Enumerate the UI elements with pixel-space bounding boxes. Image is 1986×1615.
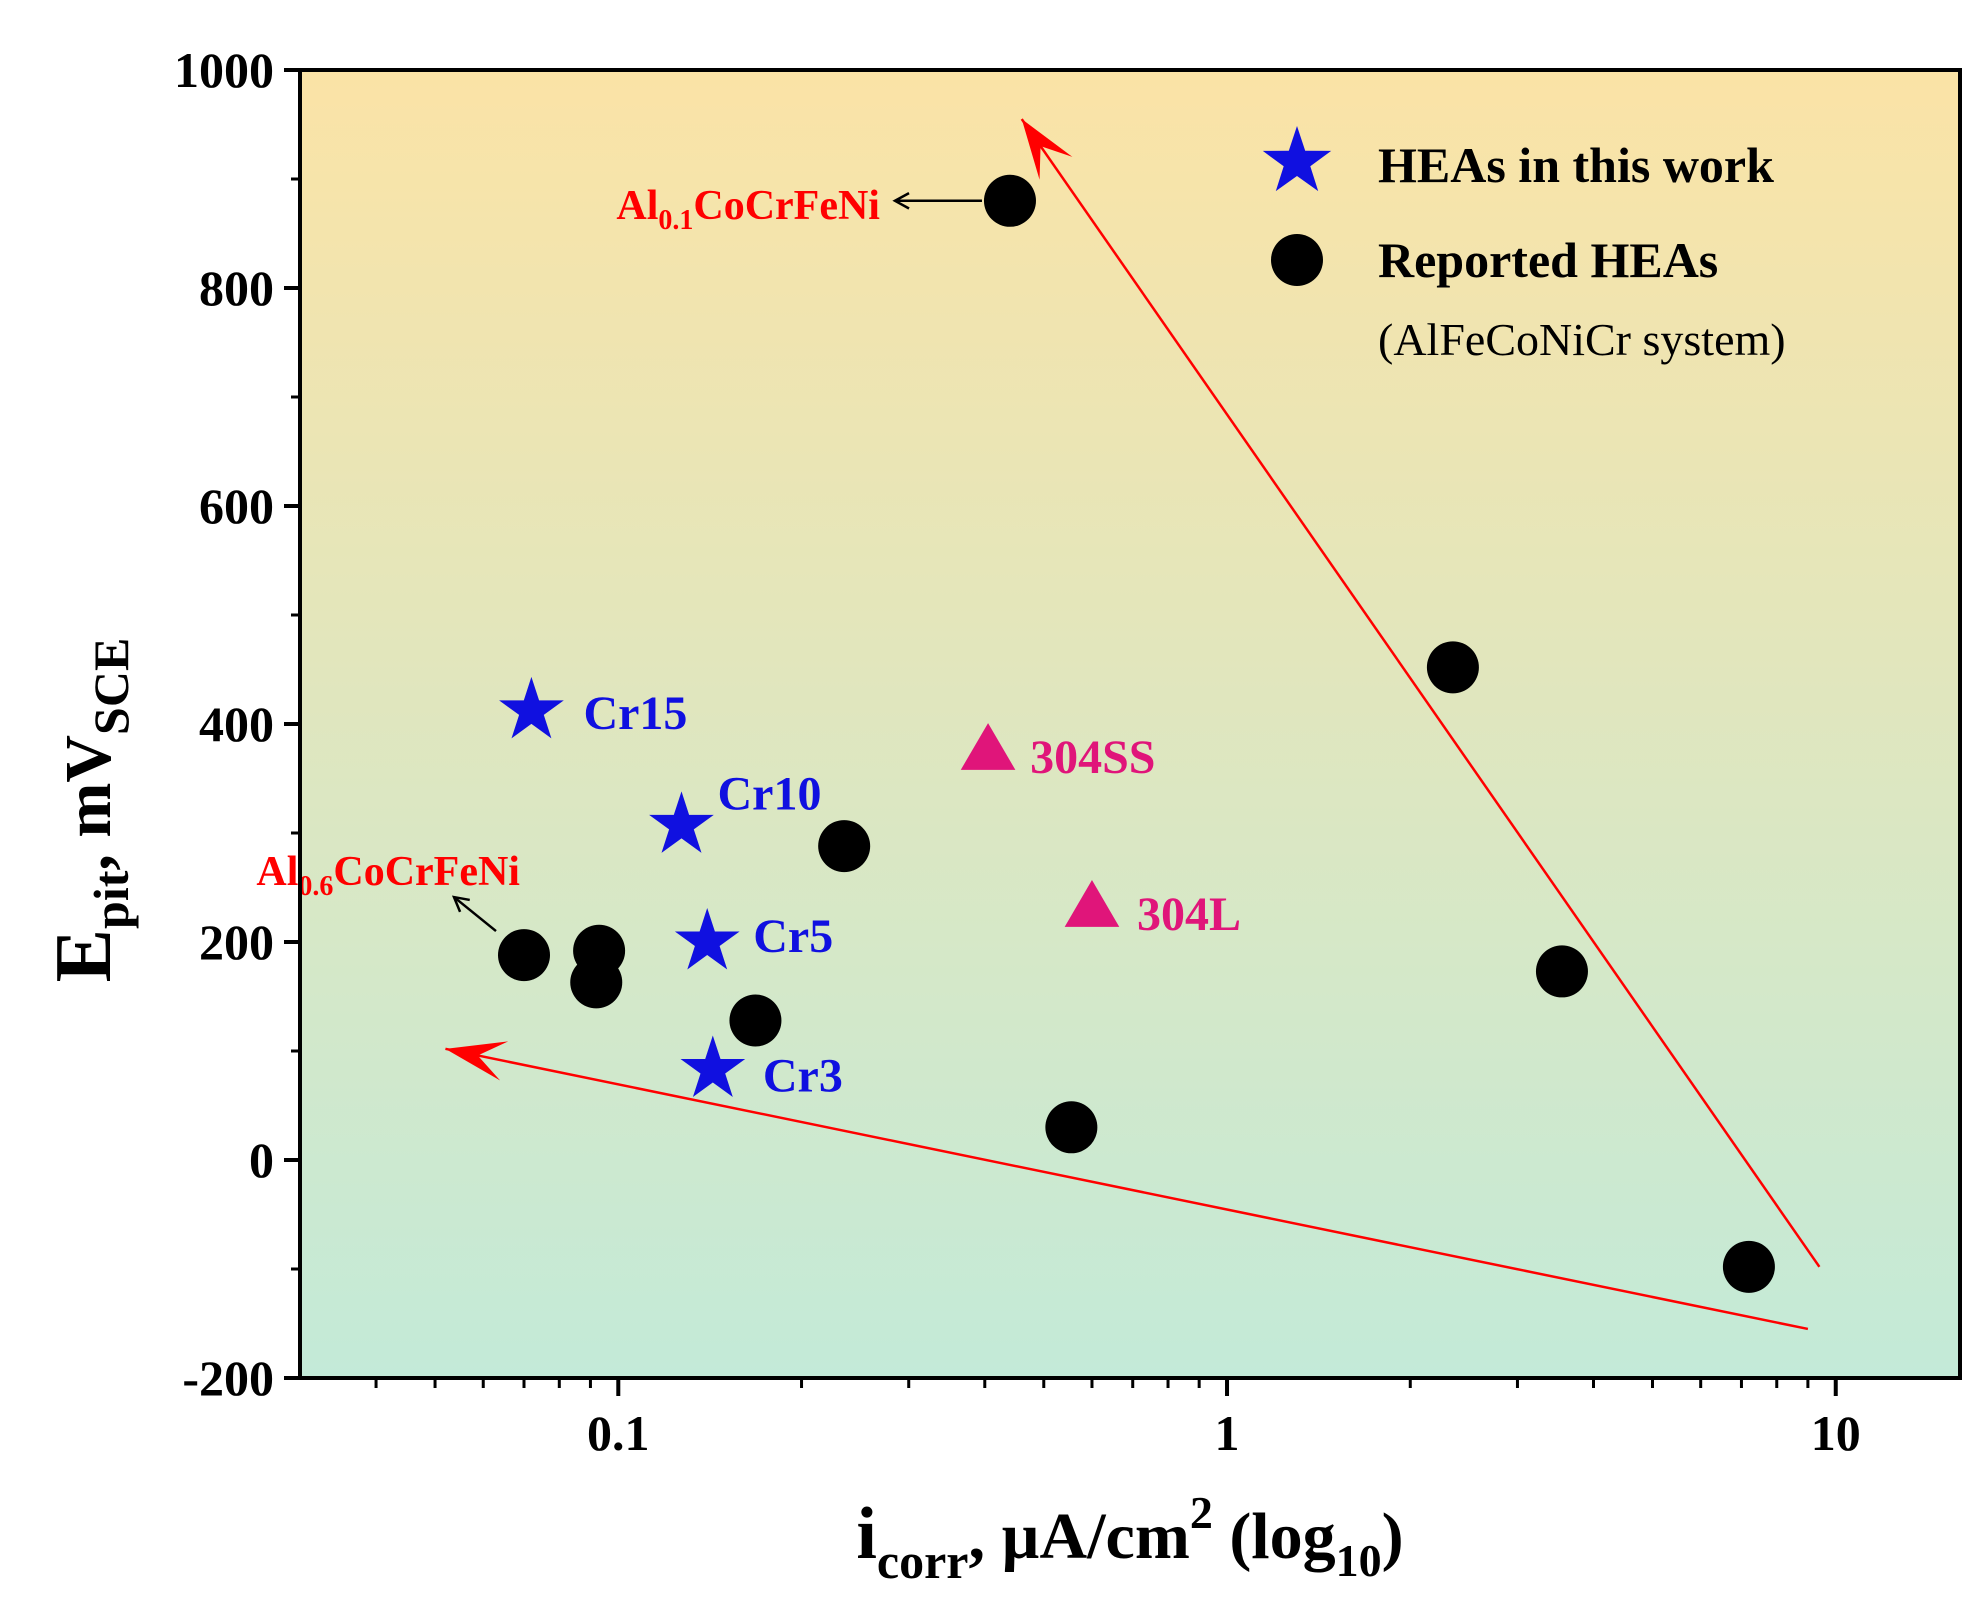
y-axis-title: Epit, mVSCE [40, 638, 139, 983]
point-labels: Cr15 Cr10 Cr5 Cr3 304SS 304L [583, 687, 1241, 1103]
trend-arrow-head [445, 1041, 509, 1081]
x-axis-title-tail-end: ) [1382, 1500, 1404, 1573]
annotation-label-main: Al [616, 183, 658, 229]
y-tick-label: 200 [199, 914, 274, 970]
y-axis-title-rest: , mV [52, 735, 125, 871]
circle-point [1535, 945, 1588, 998]
annotation-label-main: Al [256, 849, 298, 895]
point-label: Cr3 [763, 1050, 843, 1103]
y-tick-label: 0 [249, 1132, 274, 1188]
triangle-point [1064, 880, 1120, 927]
annotation-label: Al0.6CoCrFeNi [256, 849, 520, 902]
circle-point [497, 929, 550, 982]
plot-frame [298, 68, 1962, 1380]
legend-label-reported-system: (AlFeCoNiCr system) [1378, 314, 1786, 365]
legend-circle-marker [1271, 234, 1323, 286]
circle-point [983, 174, 1036, 227]
x-axis-title-main: i [856, 1493, 877, 1575]
annotation-pointer-head [892, 192, 910, 210]
x-tick-label: 1 [1215, 1405, 1240, 1461]
trend-arrows [445, 118, 1821, 1331]
y-axis-title-main: E [40, 929, 128, 982]
x-axis-title-tail: (log [1213, 1500, 1336, 1573]
trend-arrow-line [445, 1047, 1809, 1331]
y-tick-label: 1000 [174, 42, 274, 98]
circle-point [818, 820, 871, 873]
x-axis-ticks: 0.1 1 10 [587, 1378, 1861, 1461]
legend: HEAs in this work Reported HEAs (AlFeCoN… [1262, 126, 1786, 365]
plot-background [300, 70, 1960, 1378]
annotation-label-sub: 0.6 [298, 871, 333, 902]
annotation-pointer-head [451, 895, 470, 913]
star-point [674, 908, 740, 970]
annotation-label-sub: 0.1 [658, 205, 693, 236]
circle-point [570, 956, 623, 1009]
legend-label-reported-heas: Reported HEAs [1378, 232, 1718, 288]
x-axis-title-rest: , µA/cm [969, 1500, 1190, 1573]
point-label: 304L [1137, 888, 1241, 941]
legend-label-hea-this-work: HEAs in this work [1378, 137, 1774, 193]
trend-arrow-head [1021, 119, 1073, 180]
y-axis-title-sub: pit [83, 870, 139, 929]
circle-point [729, 994, 782, 1047]
point-label: Cr5 [753, 910, 833, 963]
trend-arrow-line [1020, 118, 1821, 1268]
y-tick-label: 600 [199, 478, 274, 534]
x-tick-label: 10 [1811, 1405, 1861, 1461]
x-axis-title: icorr, µA/cm2 (log10) [856, 1487, 1403, 1589]
annotation-pointer [453, 896, 497, 933]
x-tick-label: 0.1 [587, 1405, 650, 1461]
point-label: Cr10 [717, 767, 821, 820]
triangle-point [960, 723, 1016, 770]
annotation-label-rest: CoCrFeNi [333, 849, 520, 895]
annotation-pointers [451, 192, 982, 933]
legend-star-marker [1262, 126, 1332, 192]
point-label: Cr15 [583, 687, 687, 740]
y-axis-title-sub2: SCE [83, 638, 139, 735]
annotation-label-rest: CoCrFeNi [693, 183, 880, 229]
annotation-label: Al0.1CoCrFeNi [616, 183, 880, 236]
circle-point [1722, 1240, 1775, 1293]
star-point [680, 1035, 746, 1097]
x-axis-title-sup: 2 [1190, 1487, 1213, 1538]
circle-point [1426, 641, 1479, 694]
y-tick-label: 400 [199, 696, 274, 752]
circle-point [1045, 1101, 1098, 1154]
x-axis-title-tail-sub: 10 [1336, 1535, 1382, 1586]
star-point [499, 676, 564, 739]
y-axis-ticks: 1000 800 600 400 200 0 -200 [174, 42, 300, 1406]
x-axis-title-sub: corr [877, 1533, 969, 1589]
y-tick-label: 800 [199, 260, 274, 316]
star-point [649, 791, 714, 853]
y-tick-label: -200 [182, 1350, 274, 1406]
point-label: 304SS [1030, 731, 1155, 784]
data-points [497, 174, 1775, 1293]
